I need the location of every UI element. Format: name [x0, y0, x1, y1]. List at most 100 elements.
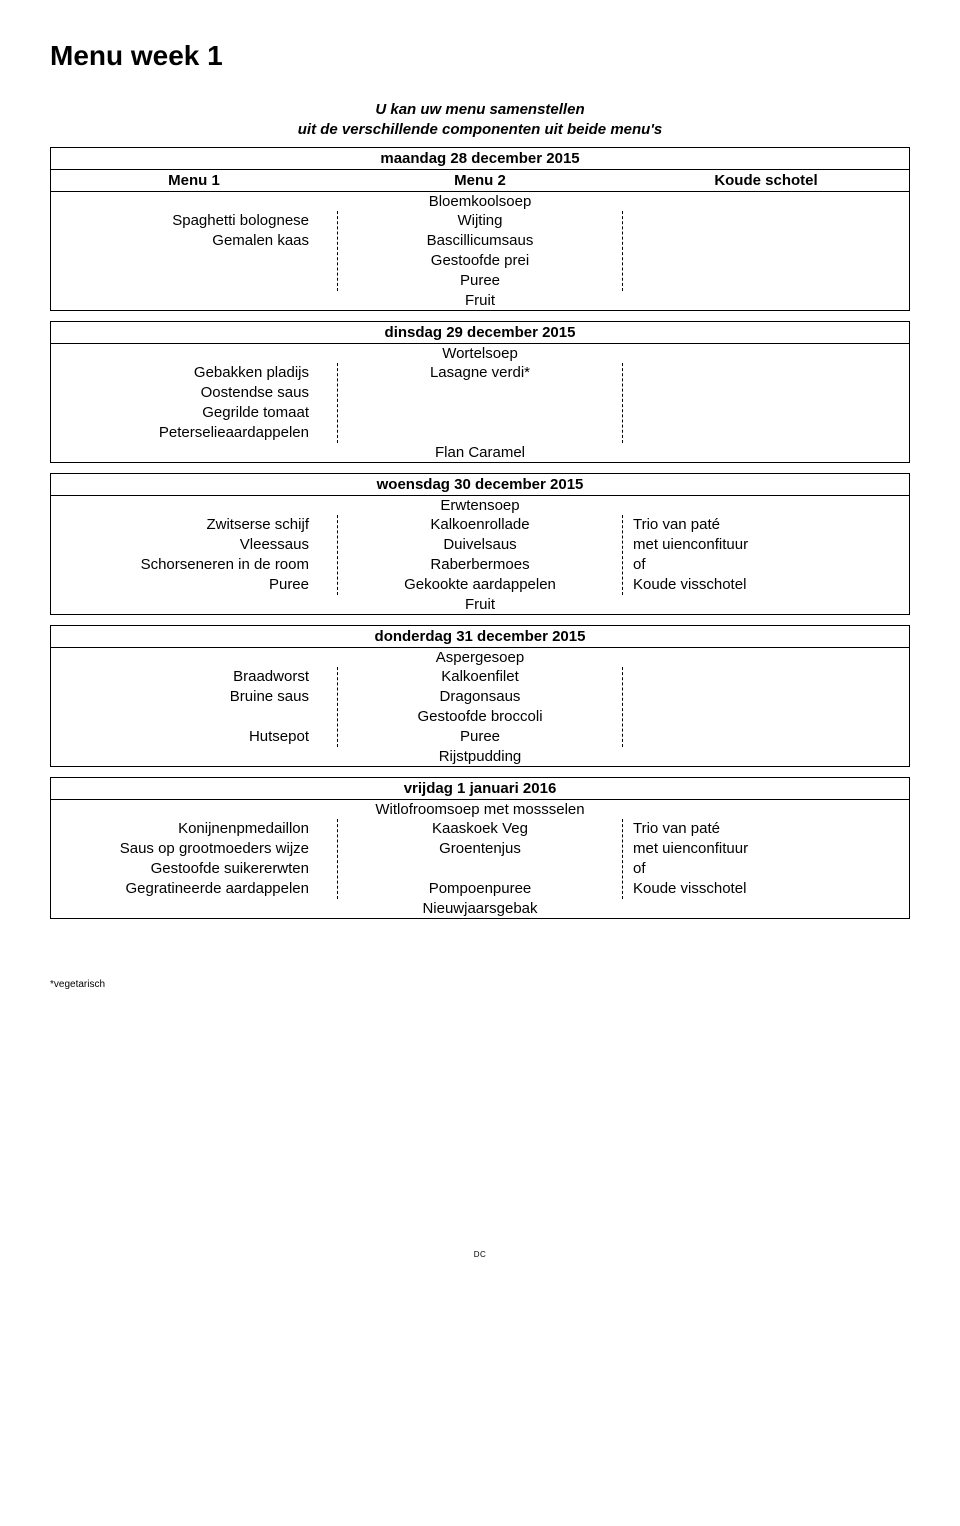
menu-item: Konijnenpmedaillon	[55, 819, 309, 839]
menu-item: Gegratineerde aardappelen	[55, 879, 309, 899]
menu-item: of	[633, 555, 905, 575]
soup-row: Aspergesoep	[51, 648, 909, 667]
menu1-column: Spaghetti bologneseGemalen kaas	[51, 211, 337, 291]
menu-item: of	[633, 859, 905, 879]
day-body: KonijnenpmedaillonSaus op grootmoeders w…	[51, 819, 909, 899]
day-block: vrijdag 1 januari 2016Witlofroomsoep met…	[50, 777, 910, 919]
menu1-column: Gebakken pladijsOostendse sausGegrilde t…	[51, 363, 337, 443]
menu-item: Puree	[342, 727, 618, 747]
day-body: Zwitserse schijfVleessausSchorseneren in…	[51, 515, 909, 595]
dessert-row: Flan Caramel	[51, 443, 909, 462]
menu-item: Koude visschotel	[633, 879, 905, 899]
menu-item: Kalkoenrollade	[342, 515, 618, 535]
menu-item: Zwitserse schijf	[55, 515, 309, 535]
menu-item: Kalkoenfilet	[342, 667, 618, 687]
footnote-vegetarian: *vegetarisch	[50, 979, 910, 990]
menu-item: Kaaskoek Veg	[342, 819, 618, 839]
menu-item	[633, 363, 905, 383]
cold-column: Trio van patémet uienconfituurofKoude vi…	[623, 819, 909, 899]
subtitle-line1: U kan uw menu samenstellen	[375, 101, 584, 118]
dessert-row: Fruit	[51, 595, 909, 614]
day-date: donderdag 31 december 2015	[51, 626, 909, 648]
day-body: Gebakken pladijsOostendse sausGegrilde t…	[51, 363, 909, 443]
menu-item: Schorseneren in de room	[55, 555, 309, 575]
menu-item	[633, 707, 905, 727]
menu-item: Dragonsaus	[342, 687, 618, 707]
menu-header-cell: Menu 1	[51, 170, 337, 191]
menu2-column: KalkoenfiletDragonsausGestoofde broccoli…	[337, 667, 623, 747]
menu-item	[633, 271, 905, 291]
menu-item	[342, 383, 618, 403]
menu-header-cell: Koude schotel	[623, 170, 909, 191]
menu2-column: Kaaskoek VegGroentenjus Pompoenpuree	[337, 819, 623, 899]
soup-row: Erwtensoep	[51, 496, 909, 515]
day-block: woensdag 30 december 2015ErwtensoepZwits…	[50, 473, 910, 615]
menu-item: Trio van paté	[633, 515, 905, 535]
cold-column	[623, 363, 909, 443]
menu-item: Puree	[342, 271, 618, 291]
menu-item: Gestoofde suikererwten	[55, 859, 309, 879]
menu-item: Raberbermoes	[342, 555, 618, 575]
menu-item: Bruine saus	[55, 687, 309, 707]
cold-column: Trio van patémet uienconfituurofKoude vi…	[623, 515, 909, 595]
day-date: dinsdag 29 december 2015	[51, 322, 909, 344]
subtitle: U kan uw menu samenstellen uit de versch…	[50, 100, 910, 139]
menu-item: Saus op grootmoeders wijze	[55, 839, 309, 859]
menu-item: Gekookte aardappelen	[342, 575, 618, 595]
page-title: Menu week 1	[50, 40, 910, 72]
menu-item: Lasagne verdi*	[342, 363, 618, 383]
day-date: woensdag 30 december 2015	[51, 474, 909, 496]
menu2-column: Lasagne verdi*	[337, 363, 623, 443]
menu-item	[633, 687, 905, 707]
menu-item: Peterselieaardappelen	[55, 423, 309, 443]
menu-item: Vleessaus	[55, 535, 309, 555]
menu1-column: Zwitserse schijfVleessausSchorseneren in…	[51, 515, 337, 595]
menu-item	[633, 251, 905, 271]
menu-item	[633, 231, 905, 251]
menu-item: Duivelsaus	[342, 535, 618, 555]
menu-item: Bascillicumsaus	[342, 231, 618, 251]
dessert-row: Nieuwjaarsgebak	[51, 899, 909, 918]
menu-item	[633, 211, 905, 231]
menu-item: Gemalen kaas	[55, 231, 309, 251]
menu-item: Braadworst	[55, 667, 309, 687]
dessert-row: Rijstpudding	[51, 747, 909, 766]
menu-item: Groentenjus	[342, 839, 618, 859]
menu-item: Pompoenpuree	[342, 879, 618, 899]
menu1-column: BraadworstBruine saus Hutsepot	[51, 667, 337, 747]
day-block: donderdag 31 december 2015AspergesoepBra…	[50, 625, 910, 767]
soup-row: Wortelsoep	[51, 344, 909, 363]
menu-item	[55, 251, 309, 271]
soup-row: Bloemkoolsoep	[51, 192, 909, 211]
menu-item	[342, 423, 618, 443]
menu-item	[55, 707, 309, 727]
cold-column	[623, 667, 909, 747]
cold-column	[623, 211, 909, 291]
menu-item: Spaghetti bolognese	[55, 211, 309, 231]
menu-item: met uienconfituur	[633, 535, 905, 555]
menu-item	[342, 403, 618, 423]
day-date: vrijdag 1 januari 2016	[51, 778, 909, 800]
menu-item	[633, 383, 905, 403]
day-block: dinsdag 29 december 2015WortelsoepGebakk…	[50, 321, 910, 463]
menu1-column: KonijnenpmedaillonSaus op grootmoeders w…	[51, 819, 337, 899]
menu-header-row: Menu 1Menu 2Koude schotel	[51, 170, 909, 192]
menu-item	[633, 423, 905, 443]
menu-item	[633, 403, 905, 423]
menu2-column: KalkoenrolladeDuivelsausRaberbermoesGeko…	[337, 515, 623, 595]
menu-header-cell: Menu 2	[337, 170, 623, 191]
day-date: maandag 28 december 2015	[51, 148, 909, 170]
soup-row: Witlofroomsoep met mossselen	[51, 800, 909, 819]
menu-item: Gegrilde tomaat	[55, 403, 309, 423]
day-block: maandag 28 december 2015Menu 1Menu 2Koud…	[50, 147, 910, 311]
menu-item: Gestoofde prei	[342, 251, 618, 271]
day-body: Spaghetti bologneseGemalen kaas WijtingB…	[51, 211, 909, 291]
day-body: BraadworstBruine saus HutsepotKalkoenfil…	[51, 667, 909, 747]
menu-item: Wijting	[342, 211, 618, 231]
menu-item	[342, 859, 618, 879]
menu-item: Hutsepot	[55, 727, 309, 747]
dessert-row: Fruit	[51, 291, 909, 310]
footer-code: DC	[50, 1250, 910, 1259]
menu-item: Oostendse saus	[55, 383, 309, 403]
menu-item	[633, 667, 905, 687]
